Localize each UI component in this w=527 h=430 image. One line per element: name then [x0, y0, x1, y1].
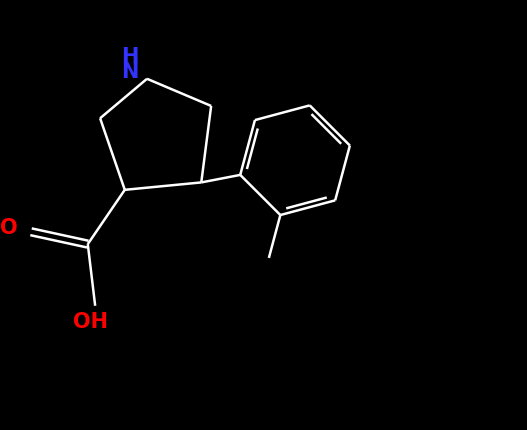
Text: H: H	[121, 46, 139, 66]
Text: N: N	[121, 62, 139, 82]
Text: OH: OH	[73, 311, 108, 331]
Text: O: O	[0, 217, 17, 237]
